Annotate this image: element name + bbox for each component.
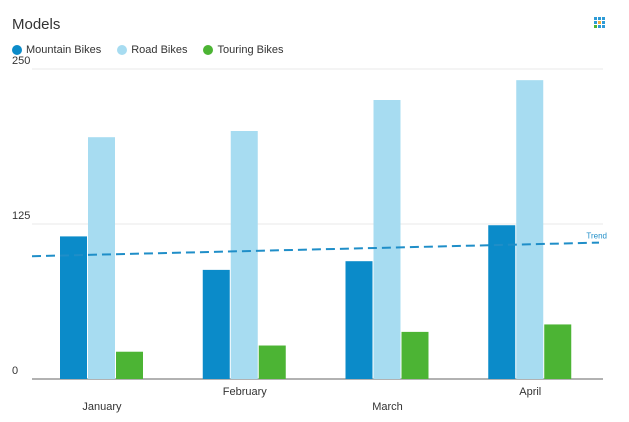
legend-item-touring-bikes[interactable]: Touring Bikes [203,44,284,56]
trend-line [31,241,600,258]
trend-label: Trend [586,232,607,241]
y-tick-label-0: 0 [12,365,18,377]
bar-road-bikes-april [516,80,544,379]
legend-label-touring-bikes: Touring Bikes [217,44,284,56]
legend-marker-road-bikes [117,45,128,55]
legend-item-road-bikes[interactable]: Road Bikes [117,44,187,56]
bar-mountain-bikes-april [488,225,516,379]
bar-touring-bikes-january [116,351,143,379]
x-tick-label-march: March [372,401,403,413]
bar-mountain-bikes-january [60,236,87,379]
bar-touring-bikes-april [544,324,572,379]
legend-item-mountain-bikes[interactable]: Mountain Bikes [12,44,101,56]
x-tick-label-february: February [223,386,268,398]
x-tick-label-january: January [82,401,122,413]
x-tick-label-april: April [519,386,541,398]
grid-menu-icon[interactable] [594,17,606,29]
bar-touring-bikes-march [401,331,429,379]
legend-marker-touring-bikes [203,45,214,55]
bar-touring-bikes-february [258,345,286,379]
chart-title: Models [12,16,61,33]
legend: Mountain Bikes Road Bikes Touring Bikes [12,44,300,56]
y-tick-label-125: 125 [12,210,30,222]
bar-road-bikes-march [373,100,401,379]
legend-marker-mountain-bikes [12,45,22,55]
legend-label-road-bikes: Road Bikes [131,44,188,56]
bar-mountain-bikes-february [202,269,230,379]
y-tick-label-250: 250 [12,55,30,67]
legend-label-mountain-bikes: Mountain Bikes [26,44,102,56]
bar-mountain-bikes-march [345,261,373,379]
bar-road-bikes-january [88,137,115,379]
bar-road-bikes-february [230,131,258,379]
